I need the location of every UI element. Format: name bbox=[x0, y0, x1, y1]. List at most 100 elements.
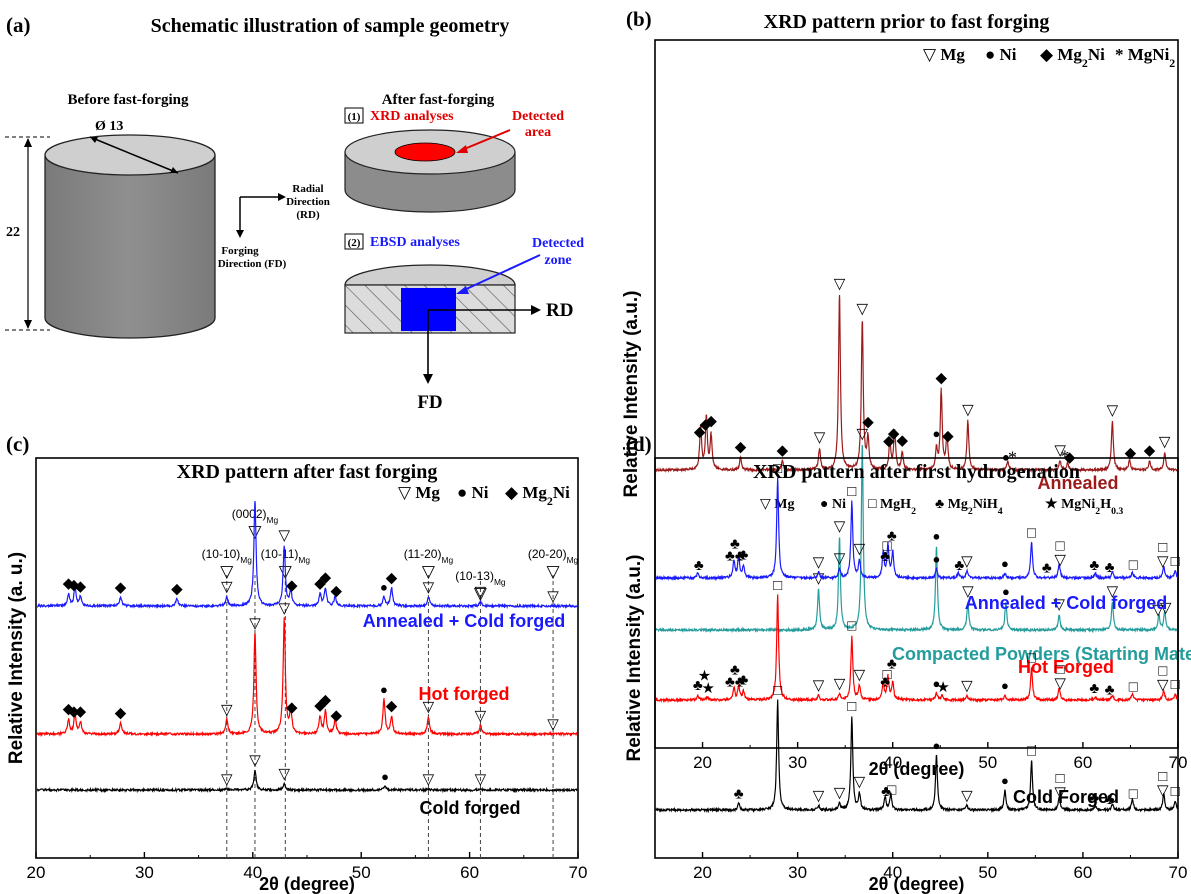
peak-marker: ▽ bbox=[814, 430, 826, 446]
xrd-disk: (1) XRD analyses Detected area bbox=[344, 107, 564, 213]
x-tick-label: 40 bbox=[243, 863, 262, 882]
peak-marker: ▽ bbox=[834, 519, 846, 535]
series-line-1 bbox=[655, 444, 1178, 634]
x-tick-label: 60 bbox=[460, 863, 479, 882]
series-line-2 bbox=[655, 699, 1178, 814]
peak-marker: ◆ bbox=[320, 693, 332, 709]
ebsd-box-label: EBSD analyses bbox=[370, 235, 460, 250]
peak-marker: ▽ bbox=[221, 772, 233, 788]
ebsd-box-number: (2) bbox=[348, 237, 361, 249]
peak-marker: □ bbox=[1056, 662, 1065, 678]
legend-item-mg: ◆ Mg2Ni bbox=[1040, 45, 1105, 70]
peak-marker: ▽ bbox=[1054, 553, 1066, 569]
fd-axis-label-1: Forging bbox=[221, 245, 259, 257]
xrd-box-label: XRD analyses bbox=[370, 109, 454, 124]
peak-marker: ◆ bbox=[286, 578, 298, 594]
peak-marker: ◆ bbox=[935, 371, 947, 387]
peak-marker: □ bbox=[882, 667, 891, 683]
peak-marker: ◆ bbox=[68, 577, 80, 593]
peak-marker: ▽ bbox=[221, 580, 233, 596]
legend-item-mg: ◆ Mg2Ni bbox=[505, 483, 570, 508]
chart-c: XRD pattern after fast forging 20 30 40 50 60… bbox=[6, 457, 587, 894]
rd-axis-label-1: Radial bbox=[292, 183, 323, 195]
x-tick-label: 70 bbox=[1169, 863, 1188, 882]
legend-item-mgni: * MgNi2 bbox=[1115, 45, 1175, 70]
peak-marker: □ bbox=[773, 683, 782, 699]
peak-marker: ● bbox=[1001, 678, 1009, 693]
peak-marker: ● bbox=[380, 682, 388, 697]
peak-marker: ◆ bbox=[314, 576, 326, 592]
legend-item-mg: ♣ Mg2NiH4 bbox=[935, 497, 1003, 517]
series-line-0 bbox=[655, 294, 1178, 474]
peak-marker: ● bbox=[933, 529, 941, 544]
peak-marker: ♣ bbox=[1089, 681, 1099, 697]
diameter-label: Ø 13 bbox=[95, 119, 123, 134]
peak-marker: ▽ bbox=[854, 667, 866, 683]
sample-cylinder: Ø 13 bbox=[44, 119, 216, 339]
x-tick-label: 20 bbox=[693, 753, 712, 772]
peak-marker: ▽ bbox=[1054, 676, 1066, 692]
peak-marker: ▽ bbox=[834, 785, 846, 801]
peak-marker: ◆ bbox=[171, 581, 183, 597]
peak-marker: ▽ bbox=[961, 788, 973, 804]
peak-marker: ▽ bbox=[547, 589, 559, 605]
plot-frame bbox=[654, 39, 1179, 749]
fd-axis-label-2: Direction (FD) bbox=[218, 258, 287, 270]
y-axis-label: Relative Intensity (a. u.) bbox=[6, 552, 27, 764]
peak-marker: ▽ bbox=[475, 708, 487, 724]
peak-marker: □ bbox=[1158, 663, 1167, 679]
detected-zone-label-1: Detected bbox=[532, 236, 584, 251]
peak-marker: ◆ bbox=[705, 414, 717, 430]
peak-marker: ● bbox=[1001, 773, 1009, 788]
detected-area-label-1: Detected bbox=[512, 109, 564, 124]
title-background bbox=[768, 7, 1068, 35]
peak-marker: ◆ bbox=[386, 571, 398, 587]
peak-marker: ▽ bbox=[857, 427, 869, 443]
peak-marker: ♣ bbox=[1089, 558, 1099, 574]
peak-marker: □ bbox=[1171, 554, 1180, 570]
panel-a-schematic: (a) Schematic illustration of sample geo… bbox=[5, 13, 584, 413]
series-line-2 bbox=[36, 769, 578, 794]
peak-marker: ▽ bbox=[1160, 601, 1172, 617]
peak-marker: ● bbox=[1002, 450, 1010, 465]
height-label: 22 bbox=[6, 225, 20, 240]
peak-marker: ▽ bbox=[475, 772, 487, 788]
peak-marker: □ bbox=[1027, 743, 1036, 759]
peak-marker: ▽ bbox=[1157, 783, 1169, 799]
panel-d-letter: (d) bbox=[626, 432, 652, 456]
panel-b-letter: (b) bbox=[626, 7, 652, 31]
xrd-box-number: (1) bbox=[348, 111, 361, 123]
chart-d: XRD pattern after first hydrogenation 20 3… bbox=[624, 457, 1188, 894]
peak-marker: □ bbox=[1158, 769, 1167, 785]
series-label: Annealed + Cold forged bbox=[363, 611, 566, 631]
peak-marker: * bbox=[1060, 446, 1069, 466]
rd-axis-label-3: (RD) bbox=[296, 209, 320, 221]
panel-a-title: Schematic illustration of sample geometr… bbox=[151, 15, 510, 37]
peak-marker: ♣♣ bbox=[725, 549, 745, 565]
peak-marker: ◆ bbox=[63, 576, 75, 592]
peak-marker: ◆ bbox=[942, 429, 954, 445]
series-label: Cold forged bbox=[420, 798, 521, 818]
peak-marker: ◆ bbox=[75, 704, 87, 720]
peak-marker: ◆ bbox=[777, 443, 789, 459]
diameter-line bbox=[89, 136, 179, 174]
peak-marker: ◆ bbox=[68, 704, 80, 720]
peak-marker: ◆ bbox=[386, 699, 398, 715]
peak-marker: ♣ bbox=[1089, 790, 1099, 806]
peak-marker: ♣ bbox=[880, 549, 890, 565]
peak-marker: ◆ bbox=[694, 424, 706, 440]
peak-marker: ◆ bbox=[735, 440, 747, 456]
peak-marker: ◆ bbox=[1125, 446, 1137, 462]
peak-marker: ▽ bbox=[249, 616, 261, 632]
series-label: Hot Forged bbox=[1018, 657, 1114, 677]
x-tick-label: 20 bbox=[27, 863, 46, 882]
peak-marker: ● bbox=[1001, 556, 1009, 571]
peak-marker: ◆ bbox=[330, 583, 342, 599]
chart-title: XRD pattern prior to fast forging bbox=[764, 11, 1050, 33]
peak-marker: ▽ bbox=[475, 584, 487, 600]
peak-marker: □ bbox=[847, 699, 856, 715]
y-axis-label: Relative Intensity (a.u.) bbox=[621, 291, 642, 498]
peak-marker: ♣♣ bbox=[725, 675, 745, 691]
peak-marker: ▽ bbox=[854, 541, 866, 557]
x-tick-label: 30 bbox=[788, 753, 807, 772]
